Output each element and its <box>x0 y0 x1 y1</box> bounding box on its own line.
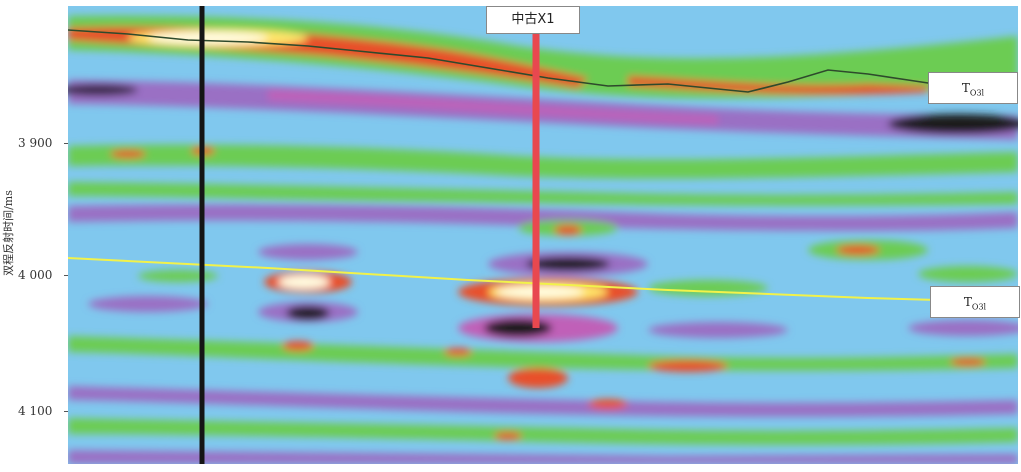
tick-label-4100: 4 100 <box>18 404 53 418</box>
top-horizon-line <box>68 29 969 93</box>
tick-label-3900: 3 900 <box>18 136 53 150</box>
horizon-bottom-sub: O3l <box>971 302 987 312</box>
y-axis-title: 双程反射时间/ms <box>2 190 15 276</box>
bottom-horizon-line <box>68 257 939 301</box>
tick-mark-4100 <box>64 411 69 412</box>
tick-mark-3900 <box>64 143 69 144</box>
tick-label-4000: 4 000 <box>18 268 53 282</box>
horizon-top-sub: O3l <box>969 88 985 98</box>
seismic-section <box>68 6 1018 464</box>
tick-mark-4000 <box>64 275 69 276</box>
reflection-bands <box>68 15 1018 464</box>
horizon-top-letter: T <box>961 81 970 95</box>
well-label: 中古X1 <box>486 6 580 34</box>
horizon-bottom-label: TO3l <box>930 286 1020 318</box>
horizon-top-label: TO3l <box>928 72 1018 104</box>
horizon-bottom-letter: T <box>963 295 972 309</box>
